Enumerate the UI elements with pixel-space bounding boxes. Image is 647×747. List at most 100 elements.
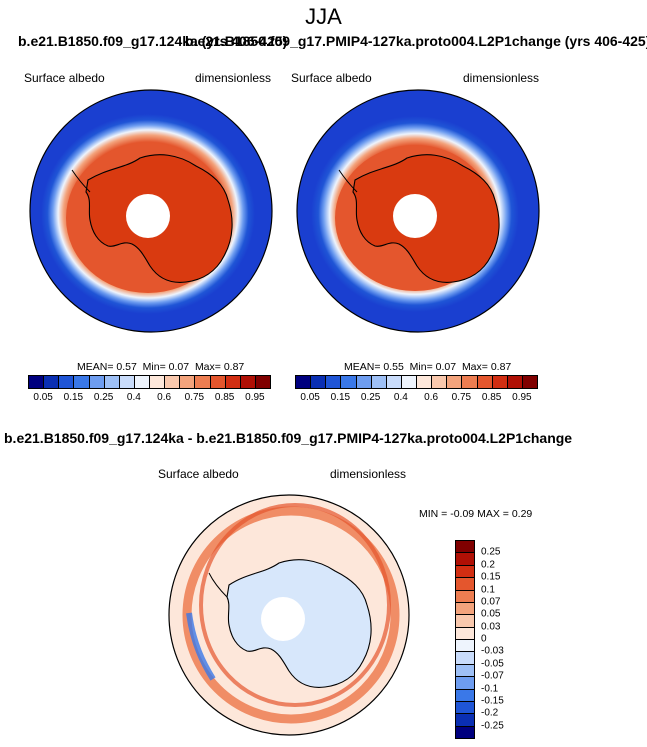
- colorbar-cell: [455, 552, 475, 566]
- pole-hole: [126, 194, 170, 238]
- colorbar-cell: [149, 375, 166, 389]
- colorbar-cell: [355, 375, 372, 389]
- colorbar-cell: [58, 375, 75, 389]
- season-title: JJA: [305, 4, 342, 29]
- colorbar-cell: [254, 375, 271, 389]
- colorbar-tick-label: 0.15: [63, 392, 84, 403]
- pole-hole: [261, 597, 305, 641]
- pole-hole: [393, 194, 437, 238]
- left-run-title: b.e21.B1850.f09_g17.124ka (yrs 406-425): [18, 33, 288, 49]
- panel1-units-label: dimensionless: [195, 71, 272, 85]
- colorbar-cell: [461, 375, 478, 389]
- colorbar-cell: [179, 375, 196, 389]
- colorbar-cell: [455, 700, 475, 715]
- colorbar-tick-label: 0.75: [184, 392, 205, 403]
- map-border: [168, 494, 410, 736]
- peninsula-coast: [71, 169, 91, 193]
- colorbar-tick-label: 0.2: [481, 559, 495, 571]
- panel1-mean-label: MEAN=: [77, 361, 114, 373]
- colorbar-tick-label: 0.75: [451, 392, 472, 403]
- difference-colorbar: 0.25 0.2 0.15 0.1 0.07 0.05 0.03 0 -0.03 -0.05 -0.…: [455, 540, 525, 739]
- colorbar-tick-label: 0.05: [33, 392, 53, 403]
- colorbar-tick-label: 0.6: [157, 392, 172, 403]
- albedo-colorbar-127ka: 0.05 0.15 0.25 0.4 0.6 0.75 0.85 0.95: [295, 375, 538, 415]
- colorbar-cell: [133, 375, 150, 389]
- panel2-stats: MEAN= 0.55 Min= 0.07 Max= 0.87: [344, 361, 511, 373]
- colorbar-tick-label: 0.4: [126, 392, 141, 403]
- colorbar-cell: [455, 577, 475, 591]
- colorbar-cell: [455, 601, 475, 616]
- panel1-min-value: 0.07: [168, 361, 190, 373]
- panel2-mean-label: MEAN=: [344, 361, 381, 373]
- colorbar-cell: [455, 626, 475, 640]
- panel2-min-label: Min=: [409, 361, 433, 373]
- colorbar-cell: [310, 375, 327, 389]
- colorbar-tick-label: -0.2: [481, 707, 499, 719]
- colorbar-tick-label: -0.05: [481, 658, 504, 670]
- diff-max-label: MAX =: [477, 508, 509, 520]
- albedo-map-127ka: [296, 89, 540, 333]
- colorbar-cell: [455, 725, 475, 739]
- colorbar-cell: [73, 375, 90, 389]
- colorbar-tick-label: 0.15: [481, 571, 501, 583]
- colorbar-cell: [455, 614, 475, 628]
- colorbar-tick-label: 0.4: [393, 392, 408, 403]
- diff-min-value: -0.09: [450, 508, 475, 520]
- colorbar-cell: [521, 375, 538, 389]
- albedo-difference-map: [168, 494, 410, 736]
- negative-anomaly-weddell: [186, 612, 216, 681]
- colorbar-cell: [43, 375, 60, 389]
- difference-title: b.e21.B1850.f09_g17.124ka - b.e21.B1850.…: [4, 430, 573, 446]
- colorbar-cell: [455, 564, 475, 579]
- colorbar-cell: [118, 375, 135, 389]
- colorbar-tick-label: 0.03: [481, 621, 501, 633]
- panel2-mean-value: 0.55: [383, 361, 404, 373]
- colorbar-cell: [194, 375, 211, 389]
- diff-variable-label: Surface albedo: [158, 467, 239, 481]
- colorbar-tick-label: -0.03: [481, 645, 504, 657]
- colorbar-cell: [224, 375, 241, 389]
- peninsula-coast: [208, 572, 228, 598]
- peninsula-coast: [338, 169, 358, 193]
- colorbar-tick-label: 0.6: [424, 392, 439, 403]
- panel2-units-label: dimensionless: [463, 71, 540, 85]
- colorbar-tick-label: 0.05: [481, 608, 501, 620]
- colorbar-cell: [28, 375, 45, 389]
- colorbar-cell: [400, 375, 417, 389]
- colorbar-tick-label: -0.07: [481, 670, 504, 682]
- diff-min-label: MIN =: [419, 508, 448, 520]
- colorbar-cell: [455, 639, 475, 653]
- colorbar-cell: [455, 688, 475, 702]
- colorbar-cell: [455, 589, 475, 603]
- colorbar-tick-label: -0.25: [481, 720, 504, 732]
- colorbar-tick-label: 0.07: [481, 596, 501, 608]
- colorbar-tick-label: 0.25: [360, 392, 381, 403]
- colorbar-tick-label: -0.1: [481, 683, 499, 694]
- colorbar-tick-label: 0.25: [481, 546, 501, 558]
- colorbar-cell: [239, 375, 256, 389]
- albedo-map-124ka: [29, 89, 273, 333]
- colorbar-cell: [416, 375, 433, 389]
- colorbar-cell: [446, 375, 463, 389]
- colorbar-cell: [88, 375, 105, 389]
- colorbar-cell: [370, 375, 387, 389]
- colorbar-cell: [506, 375, 523, 389]
- map-border: [296, 89, 540, 333]
- colorbar-tick-label: 0.15: [330, 392, 351, 403]
- panel2-max-label: Max=: [461, 361, 488, 373]
- panel2-min-value: 0.07: [435, 361, 457, 373]
- colorbar-cell: [103, 375, 120, 389]
- albedo-colorbar-124ka: 0.05 0.15 0.25 0.4 0.6 0.75 0.85 0.95: [28, 375, 271, 415]
- colorbar-cell: [340, 375, 357, 389]
- colorbar-cell: [164, 375, 181, 389]
- panel2-max-value: 0.87: [490, 361, 512, 373]
- colorbar-cell: [209, 375, 226, 389]
- ice-edge-positive-ring-inner: [199, 503, 391, 707]
- panel1-variable-label: Surface albedo: [24, 71, 105, 85]
- colorbar-cell: [455, 651, 475, 665]
- colorbar-tick-label: -0.15: [481, 695, 504, 707]
- colorbar-cell: [455, 663, 475, 678]
- colorbar-tick-label: 0.25: [93, 392, 114, 403]
- right-run-title: b.e21.B1850.f09_g17.PMIP4-127ka.proto004…: [185, 33, 647, 49]
- panel2-variable-label: Surface albedo: [291, 71, 372, 85]
